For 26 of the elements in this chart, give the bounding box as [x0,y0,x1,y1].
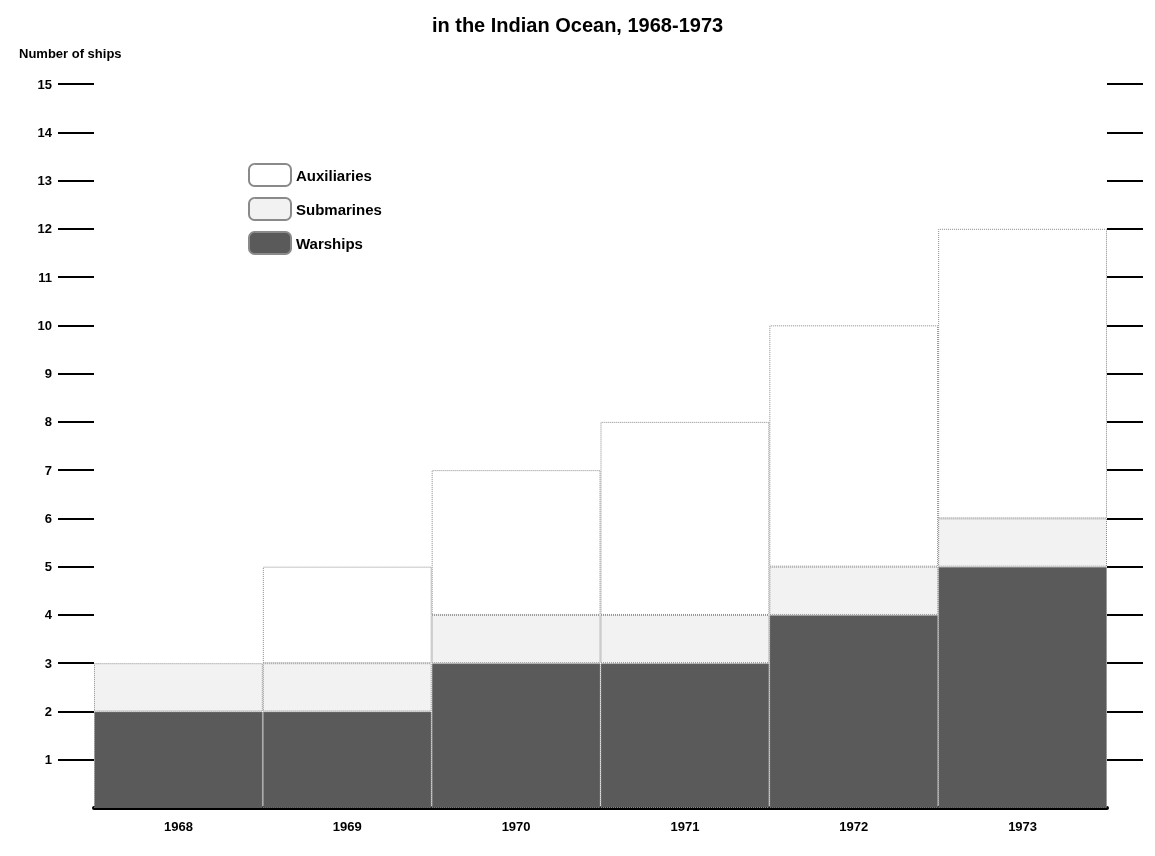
y-tick-label: 10 [37,317,52,333]
y-tick-label: 4 [44,607,53,623]
x-tick-label: 1968 [163,819,193,834]
y-tick-label: 9 [44,366,52,382]
y-tick-label: 2 [44,703,52,719]
y-axis-title: Number of ships [19,46,122,61]
x-tick-label: 1972 [839,819,869,834]
x-tick-label: 1969 [332,819,362,834]
y-tick-label: 7 [44,462,52,478]
x-tick-label: 1970 [501,819,531,834]
y-tick-label: 13 [37,173,52,189]
x-tick-label: 1973 [1008,819,1038,834]
y-tick-label: 3 [44,655,52,671]
x-tick-label: 1971 [670,819,700,834]
y-tick-label: 1 [44,752,52,768]
y-tick-label: 15 [37,76,52,92]
y-tick-label: 6 [44,510,52,526]
legend-label: Warships [296,234,363,252]
y-tick-label: 8 [44,414,52,430]
y-tick-label: 11 [38,269,52,285]
legend-label: Auxiliaries [296,166,372,184]
y-tick-label: 5 [44,559,52,575]
y-tick-label: 14 [37,124,53,140]
chart-title: in the Indian Ocean, 1968-1973 [431,14,724,36]
y-tick-label: 12 [37,221,52,237]
legend-label: Submarines [296,200,382,218]
